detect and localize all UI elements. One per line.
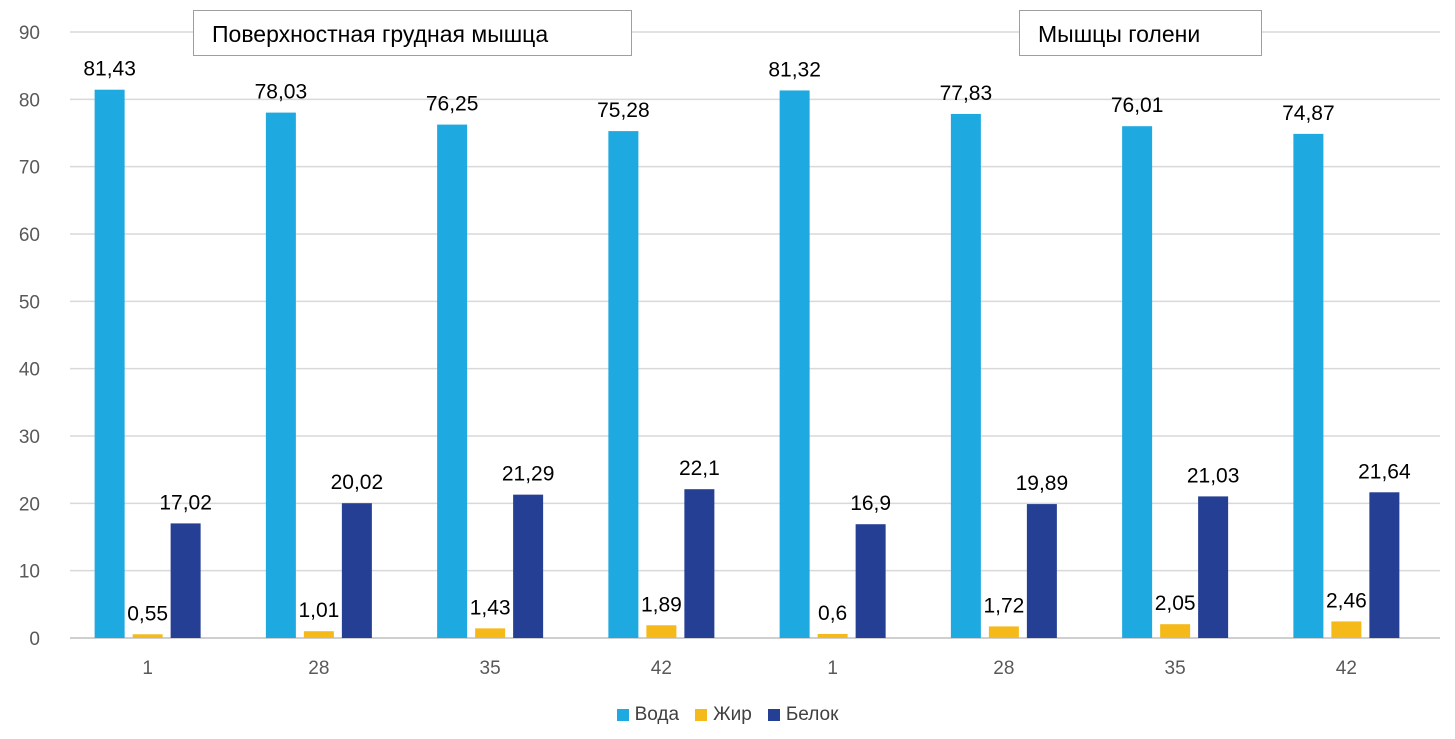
group-label-shin: Мышцы голени <box>1019 10 1262 56</box>
bar-жир <box>475 628 506 638</box>
bar-белок <box>341 503 372 638</box>
legend: Вода Жир Белок <box>0 704 1455 726</box>
bar-жир <box>1331 621 1362 638</box>
bar-вода <box>779 90 810 639</box>
legend-swatch <box>767 709 780 721</box>
data-label: 19,89 <box>1016 472 1069 495</box>
data-label: 0,55 <box>127 602 168 625</box>
data-label: 81,32 <box>768 58 821 81</box>
group-label-breast: Поверхностная грудная мышца <box>193 10 632 56</box>
x-tick-label: 42 <box>1336 658 1357 679</box>
bar-вода <box>608 131 639 638</box>
y-tick-label: 20 <box>19 494 40 515</box>
bar-жир <box>132 634 163 638</box>
data-label: 78,03 <box>255 81 308 104</box>
bar-вода <box>94 89 125 639</box>
data-label: 81,43 <box>83 58 136 81</box>
y-tick-label: 70 <box>19 158 40 179</box>
legend-item: Белок <box>767 704 839 726</box>
legend-label: Жир <box>713 704 752 725</box>
bar-белок <box>855 524 886 638</box>
bar-белок <box>170 523 201 638</box>
data-label: 21,29 <box>502 463 555 486</box>
data-label: 77,83 <box>940 82 993 105</box>
bar-вода <box>437 124 468 639</box>
bar-вода <box>1122 126 1153 638</box>
legend-item: Жир <box>695 704 752 726</box>
data-label: 1,72 <box>983 594 1024 617</box>
x-tick-label: 1 <box>142 658 153 679</box>
bar-жир <box>988 626 1019 638</box>
bar-белок <box>1198 496 1229 638</box>
data-label: 17,02 <box>159 491 212 514</box>
data-label: 22,1 <box>679 457 720 480</box>
data-label: 0,6 <box>818 602 847 625</box>
y-tick-label: 30 <box>19 427 40 448</box>
data-label: 1,01 <box>298 599 339 622</box>
legend-item: Вода <box>616 704 680 726</box>
x-tick-label: 42 <box>651 658 672 679</box>
bar-белок <box>513 494 544 638</box>
y-tick-label: 90 <box>19 23 40 44</box>
bar-chart: 0 10 20 30 40 50 60 70 80 90 81,43 0,55 17,02 1 78,03 1… <box>19 23 1440 679</box>
data-label: 76,01 <box>1111 94 1164 117</box>
bar-белок <box>1369 492 1400 638</box>
data-label: 74,87 <box>1282 102 1335 125</box>
data-label: 2,05 <box>1155 592 1196 615</box>
x-tick-label: 1 <box>827 658 838 679</box>
legend-label: Вода <box>634 704 680 725</box>
legend-label: Белок <box>785 704 839 725</box>
data-label: 1,43 <box>470 596 511 619</box>
legend-swatch <box>695 709 708 721</box>
data-label: 16,9 <box>850 492 891 515</box>
data-label: 21,64 <box>1358 460 1411 483</box>
data-label: 20,02 <box>331 471 384 494</box>
bar-вода <box>950 113 981 639</box>
data-label: 75,28 <box>597 99 650 122</box>
bar-белок <box>684 489 715 638</box>
bar-вода <box>1293 133 1324 638</box>
data-label: 2,46 <box>1326 589 1367 612</box>
legend-swatch <box>616 709 629 721</box>
x-tick-label: 35 <box>1165 658 1186 679</box>
y-tick-label: 40 <box>19 360 40 381</box>
y-tick-label: 50 <box>19 292 40 313</box>
data-label: 21,03 <box>1187 464 1240 487</box>
x-tick-label: 35 <box>480 658 501 679</box>
data-label: 76,25 <box>426 93 479 116</box>
bar-белок <box>1026 504 1057 638</box>
bar-жир <box>1160 624 1191 638</box>
y-tick-label: 60 <box>19 225 40 246</box>
bar-жир <box>817 633 848 638</box>
x-tick-label: 28 <box>308 658 329 679</box>
bar-жир <box>303 631 334 638</box>
y-tick-label: 80 <box>19 90 40 111</box>
x-tick-label: 28 <box>993 658 1014 679</box>
y-tick-label: 10 <box>19 562 40 583</box>
data-label: 1,89 <box>641 593 682 616</box>
bar-вода <box>265 112 296 638</box>
y-tick-label: 0 <box>29 629 40 650</box>
bar-жир <box>646 625 677 638</box>
